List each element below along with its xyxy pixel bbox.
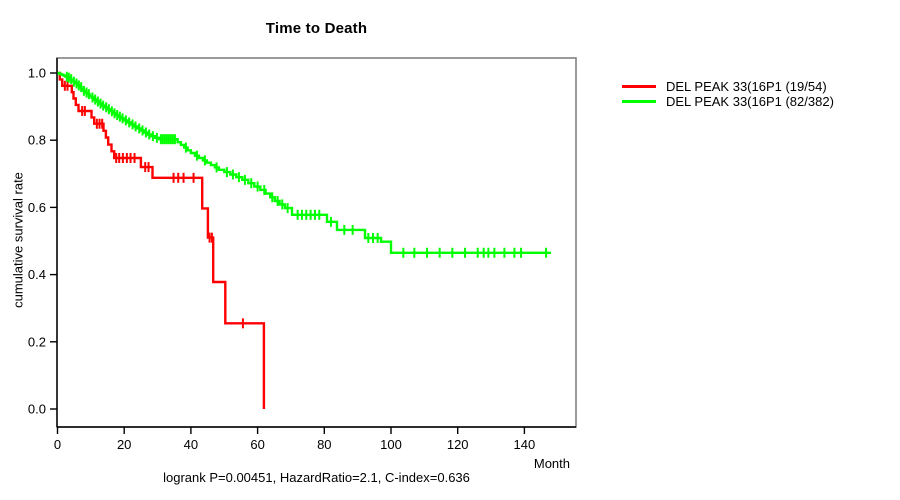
x-tick-label: 80 [317, 437, 331, 452]
legend-item-group1: DEL PEAK 33(16P1 (19/54) [622, 78, 834, 94]
x-tick-label: 0 [54, 437, 61, 452]
x-axis-title: Month [533, 456, 570, 471]
y-tick-label: 1.0 [28, 66, 46, 81]
survival-curve-green [57, 71, 552, 254]
plot-box [56, 57, 577, 428]
y-tick-label: 0.0 [28, 402, 46, 417]
y-tick-label: 0.8 [28, 133, 46, 148]
x-tick-label: 140 [514, 437, 536, 452]
statistics-annotation: logrank P=0.00451, HazardRatio=2.1, C-in… [163, 470, 470, 485]
survival-curve-red [57, 71, 266, 409]
legend-line-swatch-red [622, 84, 656, 88]
chart-title: Time to Death [265, 20, 368, 37]
legend-line-swatch-green [622, 99, 656, 103]
x-tick-label: 100 [380, 437, 402, 452]
y-tick-label: 0.4 [28, 267, 46, 282]
y-tick-label: 0.6 [28, 200, 46, 215]
legend-item-group2: DEL PEAK 33(16P1 (82/382) [622, 93, 834, 109]
x-tick-label: 120 [447, 437, 469, 452]
x-tick-label: 20 [117, 437, 131, 452]
y-axis-title: cumulative survival rate [10, 172, 26, 308]
x-tick-label: 60 [250, 437, 264, 452]
legend-label: DEL PEAK 33(16P1 (19/54) [666, 78, 827, 94]
y-tick-label: 0.2 [28, 334, 46, 349]
legend-label: DEL PEAK 33(16P1 (82/382) [666, 93, 834, 109]
x-tick-label: 40 [184, 437, 198, 452]
legend: DEL PEAK 33(16P1 (19/54) DEL PEAK 33(16P… [622, 78, 834, 109]
